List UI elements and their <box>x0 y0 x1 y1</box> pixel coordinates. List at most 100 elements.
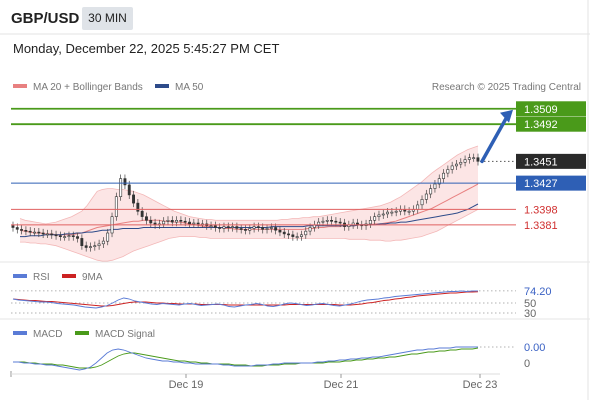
candle-body <box>89 246 92 248</box>
candle-body <box>127 184 131 196</box>
price-legend: MA 20 + Bollinger Bands MA 50 Research ©… <box>13 82 581 93</box>
candle-body <box>145 216 148 221</box>
candle-body <box>196 222 200 225</box>
support-label: 1.3381 <box>524 220 558 232</box>
candle-body <box>442 172 445 179</box>
candle-body <box>50 233 54 236</box>
candle-body <box>93 245 97 247</box>
candle-body <box>132 194 135 204</box>
candle-body <box>24 230 28 232</box>
candle-body <box>299 234 303 237</box>
candle-body <box>394 210 398 213</box>
time-axis-label: Dec 19 <box>169 379 204 391</box>
candle-body <box>463 159 467 163</box>
symbol-title: GBP/USD <box>11 10 80 27</box>
macd-legend-swatch <box>13 331 27 335</box>
macd-legend: MACD MACD Signal <box>13 329 155 340</box>
candle-body <box>166 220 170 222</box>
candle-body <box>334 220 338 223</box>
candle-body <box>222 226 226 229</box>
projection-arrow-head <box>500 109 513 123</box>
resistance-label: 1.3509 <box>524 104 558 116</box>
candle-body <box>446 169 450 174</box>
candle-body <box>252 226 256 229</box>
candle-body <box>269 227 273 229</box>
candle-body <box>235 226 239 229</box>
rsi-ma-line <box>12 291 479 307</box>
candle-body <box>63 236 67 238</box>
bollinger-legend-swatch <box>13 84 27 88</box>
last-price-label: 1.3451 <box>524 156 558 168</box>
candle-body <box>437 178 441 185</box>
timestamp: Monday, December 22, 2025 5:45:27 PM CET <box>13 41 280 56</box>
candle-body <box>373 216 377 221</box>
macd-value-label: 0.00 <box>524 342 545 354</box>
ma50-legend-swatch <box>155 84 169 88</box>
candle-body <box>338 221 342 224</box>
candle-body <box>295 236 299 238</box>
candle-body <box>119 178 123 198</box>
candle-body <box>433 183 437 189</box>
candle-body <box>308 227 312 232</box>
candle-body <box>368 220 372 225</box>
candle-body <box>467 157 471 160</box>
support-label: 1.3398 <box>524 204 558 216</box>
candle-body <box>71 235 75 237</box>
candle-body <box>192 222 196 225</box>
candle-body <box>20 229 23 231</box>
candle-body <box>41 232 45 235</box>
candle-body <box>33 231 37 234</box>
candle-body <box>218 227 222 229</box>
candle-body <box>101 240 105 245</box>
candle-body <box>304 230 308 236</box>
candle-body <box>321 220 325 223</box>
price-panel <box>11 145 480 262</box>
bollinger-legend-label: MA 20 + Bollinger Bands <box>33 82 143 93</box>
candle-body <box>450 165 454 170</box>
candle-body <box>476 157 480 162</box>
candle-body <box>54 234 58 237</box>
candle-body <box>330 220 333 222</box>
candle-body <box>377 214 381 217</box>
candle-body <box>76 236 80 239</box>
candle-body <box>386 211 389 215</box>
ma50-line <box>20 203 479 238</box>
candle-body <box>239 228 243 230</box>
candle-body <box>424 193 428 200</box>
rsi-line <box>12 290 479 309</box>
rsi-level-label: 50 <box>524 298 536 310</box>
candle-body <box>231 226 234 228</box>
candle-body <box>325 220 329 222</box>
timeframe-badge[interactable]: 30 MIN <box>82 7 133 30</box>
candle-body <box>162 220 166 225</box>
pivot-label-box <box>516 175 586 191</box>
candle-body <box>248 228 252 231</box>
last-price-box <box>516 153 586 169</box>
candle-body <box>179 220 183 222</box>
projection-arrow-shaft <box>480 115 509 164</box>
research-credit: Research © 2025 Trading Central <box>432 82 581 93</box>
candle-body <box>45 233 49 236</box>
candle-body <box>15 227 19 230</box>
rsi-level-label: 30 <box>524 308 536 320</box>
resistance-label-box <box>516 116 586 132</box>
candle-body <box>170 220 174 223</box>
candle-body <box>11 225 15 228</box>
candle-body <box>381 213 385 216</box>
candle-body <box>175 220 178 223</box>
candle-body <box>114 196 118 217</box>
pivot-label: 1.3427 <box>524 178 558 190</box>
candle-body <box>472 157 476 159</box>
rsi-level-label: 74.20 <box>524 286 552 298</box>
rsi-legend-label: RSI <box>33 272 50 283</box>
resistance-label-box <box>516 101 586 117</box>
candle-body <box>256 226 260 228</box>
candle-body <box>67 235 71 237</box>
candle-body <box>213 225 217 228</box>
chart-header: GBP/USD 30 MIN <box>0 0 590 34</box>
candle-body <box>407 210 411 213</box>
candle-body <box>123 178 127 186</box>
macd-signal-line <box>13 347 479 369</box>
macd-signal-legend-swatch <box>75 331 89 335</box>
